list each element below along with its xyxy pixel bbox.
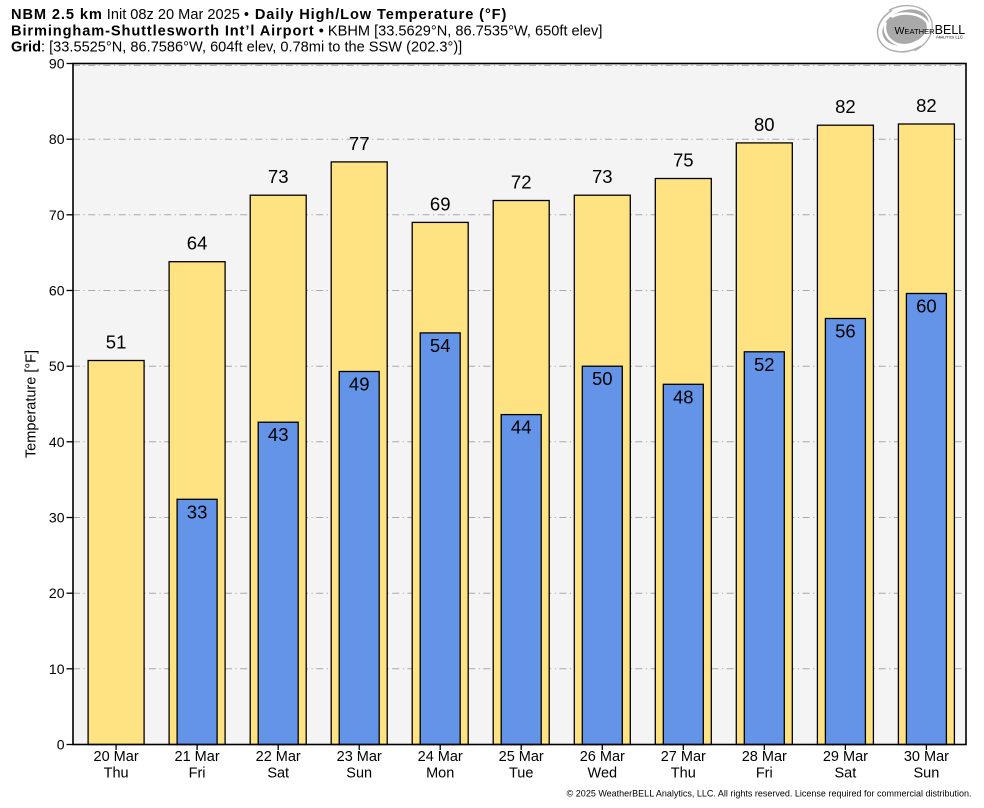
svg-text:Grid: [33.5525°N, 86.7586°W, 6: Grid: [33.5525°N, 86.7586°W, 604ft elev,… [11,40,462,56]
svg-text:56: 56 [835,321,856,342]
svg-text:© 2025 WeatherBELL Analytics,: © 2025 WeatherBELL Analytics, LLC. All r… [567,789,972,799]
svg-text:Mon: Mon [426,766,454,782]
svg-text:48: 48 [673,386,694,407]
svg-text:50: 50 [592,368,613,389]
svg-text:73: 73 [268,166,289,187]
svg-text:26 Mar: 26 Mar [580,749,625,765]
svg-text:43: 43 [268,424,289,445]
svg-text:70: 70 [49,207,65,223]
svg-text:25 Mar: 25 Mar [499,749,544,765]
svg-text:Thu: Thu [104,766,129,782]
svg-text:ANALYTICS LLC: ANALYTICS LLC [936,35,963,40]
svg-text:Temperature [°F]: Temperature [°F] [24,350,40,458]
svg-text:44: 44 [511,417,532,438]
svg-text:75: 75 [673,150,694,171]
svg-text:Sat: Sat [835,766,857,782]
svg-text:NBM 2.5 km Init 08z 20 Mar 202: NBM 2.5 km Init 08z 20 Mar 2025 • Daily … [11,7,507,23]
svg-text:30: 30 [49,510,65,526]
svg-text:82: 82 [916,95,937,116]
svg-text:29 Mar: 29 Mar [823,749,868,765]
svg-text:24 Mar: 24 Mar [418,749,463,765]
svg-text:73: 73 [592,166,613,187]
svg-text:80: 80 [754,114,775,135]
svg-text:51: 51 [106,332,127,353]
svg-text:WEATHERBELL: WEATHERBELL [895,23,966,37]
svg-text:90: 90 [49,56,65,72]
svg-text:82: 82 [835,96,856,117]
svg-text:Birmingham-Shuttlesworth Int’l: Birmingham-Shuttlesworth Int’l Airport •… [11,23,602,39]
svg-text:21 Mar: 21 Mar [175,749,220,765]
svg-text:77: 77 [349,133,370,154]
svg-text:Tue: Tue [509,766,533,782]
svg-text:28 Mar: 28 Mar [742,749,787,765]
svg-text:60: 60 [49,283,65,299]
svg-text:Sun: Sun [346,766,372,782]
svg-text:80: 80 [49,131,65,147]
svg-text:Wed: Wed [588,766,618,782]
svg-text:20 Mar: 20 Mar [94,749,139,765]
svg-text:Thu: Thu [671,766,696,782]
svg-text:52: 52 [754,354,775,375]
svg-text:0: 0 [57,737,65,753]
svg-text:30 Mar: 30 Mar [904,749,949,765]
svg-text:Sat: Sat [267,766,289,782]
svg-text:40: 40 [49,434,65,450]
svg-text:50: 50 [49,358,65,374]
svg-text:33: 33 [187,501,208,522]
svg-text:72: 72 [511,172,532,193]
svg-text:64: 64 [187,233,208,254]
svg-text:Sun: Sun [913,766,939,782]
svg-text:54: 54 [430,335,451,356]
svg-text:22 Mar: 22 Mar [256,749,301,765]
svg-text:10: 10 [49,661,65,677]
svg-text:60: 60 [916,296,937,317]
svg-text:Fri: Fri [756,766,773,782]
svg-text:23 Mar: 23 Mar [337,749,382,765]
svg-text:27 Mar: 27 Mar [661,749,706,765]
svg-text:49: 49 [349,374,370,395]
svg-text:20: 20 [49,585,65,601]
svg-text:Fri: Fri [189,766,206,782]
svg-text:69: 69 [430,193,451,214]
